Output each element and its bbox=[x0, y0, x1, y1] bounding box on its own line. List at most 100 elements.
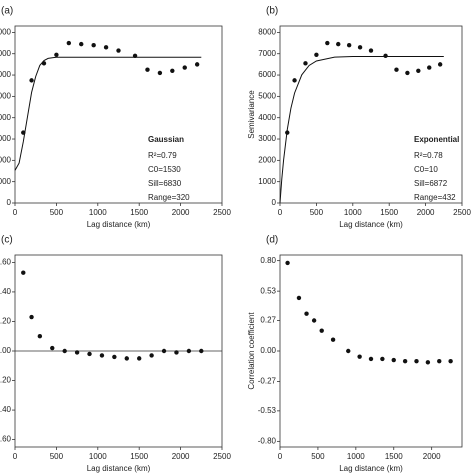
y-tick-label: 0.00 bbox=[260, 346, 276, 355]
x-tick-label: 2000 bbox=[417, 208, 435, 217]
annotation: R²=0.79 bbox=[148, 151, 177, 160]
x-tick-label: 500 bbox=[311, 452, 325, 461]
annotation: Sill=6830 bbox=[148, 179, 182, 188]
data-point bbox=[91, 42, 96, 48]
x-tick-label: 1500 bbox=[385, 452, 403, 461]
y-tick-label: 4000 bbox=[258, 113, 276, 122]
y-tick-label: 1000 bbox=[0, 177, 12, 186]
data-point bbox=[311, 318, 317, 323]
x-tick-label: 2000 bbox=[172, 452, 190, 461]
x-tick-label: 1000 bbox=[347, 452, 365, 461]
annotation: R²=0.78 bbox=[414, 151, 443, 160]
y-tick-label: 1000 bbox=[258, 177, 276, 186]
y-tick-label: -0.53 bbox=[258, 406, 277, 415]
plot-frame bbox=[279, 25, 463, 204]
panel-label: (b) bbox=[266, 6, 278, 17]
data-point bbox=[116, 48, 121, 53]
data-point bbox=[405, 70, 410, 76]
data-point bbox=[368, 356, 374, 362]
data-point bbox=[79, 41, 84, 47]
panel-label: (d) bbox=[266, 235, 278, 246]
data-point bbox=[383, 53, 388, 59]
data-point bbox=[304, 311, 309, 316]
data-point bbox=[161, 348, 167, 354]
y-tick-label: -0.40 bbox=[0, 405, 12, 414]
y-tick-label: 4000 bbox=[0, 113, 12, 122]
x-tick-label: 0 bbox=[13, 208, 18, 217]
panel-label: (c) bbox=[1, 235, 13, 246]
plot-frame bbox=[279, 254, 463, 448]
data-point bbox=[103, 45, 109, 50]
data-point bbox=[425, 360, 431, 365]
y-tick-label: 0 bbox=[7, 198, 12, 207]
x-axis-label: Lag distance (km) bbox=[87, 220, 151, 229]
data-point bbox=[330, 337, 336, 342]
y-tick-label: 0.20 bbox=[0, 317, 12, 326]
x-axis-label: Lag distance (km) bbox=[87, 464, 151, 473]
y-tick-label: 0.00 bbox=[0, 346, 12, 355]
x-tick-label: 500 bbox=[310, 208, 324, 217]
y-tick-label: 3000 bbox=[258, 134, 276, 143]
y-tick-label: 8000 bbox=[258, 28, 276, 37]
y-tick-label: 3000 bbox=[0, 134, 12, 143]
y-tick-label: 2000 bbox=[0, 155, 12, 164]
y-tick-label: -0.80 bbox=[258, 436, 277, 445]
plot-frame bbox=[14, 25, 223, 204]
x-tick-label: 2500 bbox=[213, 208, 231, 217]
x-tick-label: 1000 bbox=[89, 208, 107, 217]
data-point bbox=[285, 260, 290, 266]
data-point bbox=[99, 353, 105, 358]
data-point bbox=[145, 67, 150, 72]
x-tick-label: 0 bbox=[278, 452, 283, 461]
data-point bbox=[394, 67, 399, 72]
data-point bbox=[292, 78, 297, 83]
data-point bbox=[325, 40, 330, 46]
x-tick-label: 1500 bbox=[130, 208, 148, 217]
y-tick-label: -0.20 bbox=[0, 376, 12, 385]
panel-label: (a) bbox=[1, 6, 13, 17]
data-point bbox=[416, 68, 421, 73]
x-tick-label: 2000 bbox=[423, 452, 441, 461]
y-tick-label: -0.27 bbox=[258, 377, 277, 386]
annotation: C0=1530 bbox=[148, 165, 181, 174]
data-point bbox=[157, 70, 163, 76]
y-tick-label: 5000 bbox=[258, 91, 276, 100]
model-curve bbox=[14, 56, 202, 171]
data-point bbox=[124, 356, 129, 361]
y-axis-label: Semivariance bbox=[247, 90, 256, 139]
data-point bbox=[368, 48, 374, 53]
x-axis-label: Lag distance (km) bbox=[339, 220, 403, 229]
y-tick-label: 0.40 bbox=[0, 287, 12, 296]
x-tick-label: 500 bbox=[50, 452, 64, 461]
annotation: Range=320 bbox=[148, 193, 190, 202]
y-tick-label: 0 bbox=[272, 198, 277, 207]
data-point bbox=[170, 68, 175, 73]
data-point bbox=[149, 353, 154, 358]
y-axis-label: Correlation coefficient bbox=[247, 312, 256, 390]
y-tick-label: 0.53 bbox=[260, 286, 276, 295]
y-tick-label: 8000 bbox=[0, 28, 12, 37]
x-tick-label: 2500 bbox=[213, 452, 231, 461]
annotation: C0=10 bbox=[414, 165, 438, 174]
annotation: Sill=6872 bbox=[414, 179, 448, 188]
x-tick-label: 0 bbox=[278, 208, 283, 217]
data-point bbox=[37, 334, 43, 339]
data-point bbox=[319, 328, 324, 333]
data-point bbox=[87, 351, 92, 357]
data-point bbox=[29, 314, 34, 320]
data-point bbox=[50, 345, 55, 351]
y-tick-label: 2000 bbox=[258, 155, 276, 164]
data-point bbox=[336, 41, 341, 47]
y-tick-label: 7000 bbox=[258, 49, 276, 58]
data-point bbox=[62, 348, 67, 354]
x-tick-label: 1000 bbox=[89, 452, 107, 461]
data-point bbox=[112, 354, 117, 360]
x-tick-label: 500 bbox=[50, 208, 64, 217]
data-point bbox=[74, 350, 80, 355]
y-tick-label: 0.27 bbox=[260, 316, 276, 325]
data-point bbox=[437, 62, 443, 67]
y-tick-label: 0.80 bbox=[260, 256, 276, 265]
x-tick-label: 1000 bbox=[344, 208, 362, 217]
y-tick-label: 5000 bbox=[0, 91, 12, 100]
x-tick-label: 1500 bbox=[130, 452, 148, 461]
